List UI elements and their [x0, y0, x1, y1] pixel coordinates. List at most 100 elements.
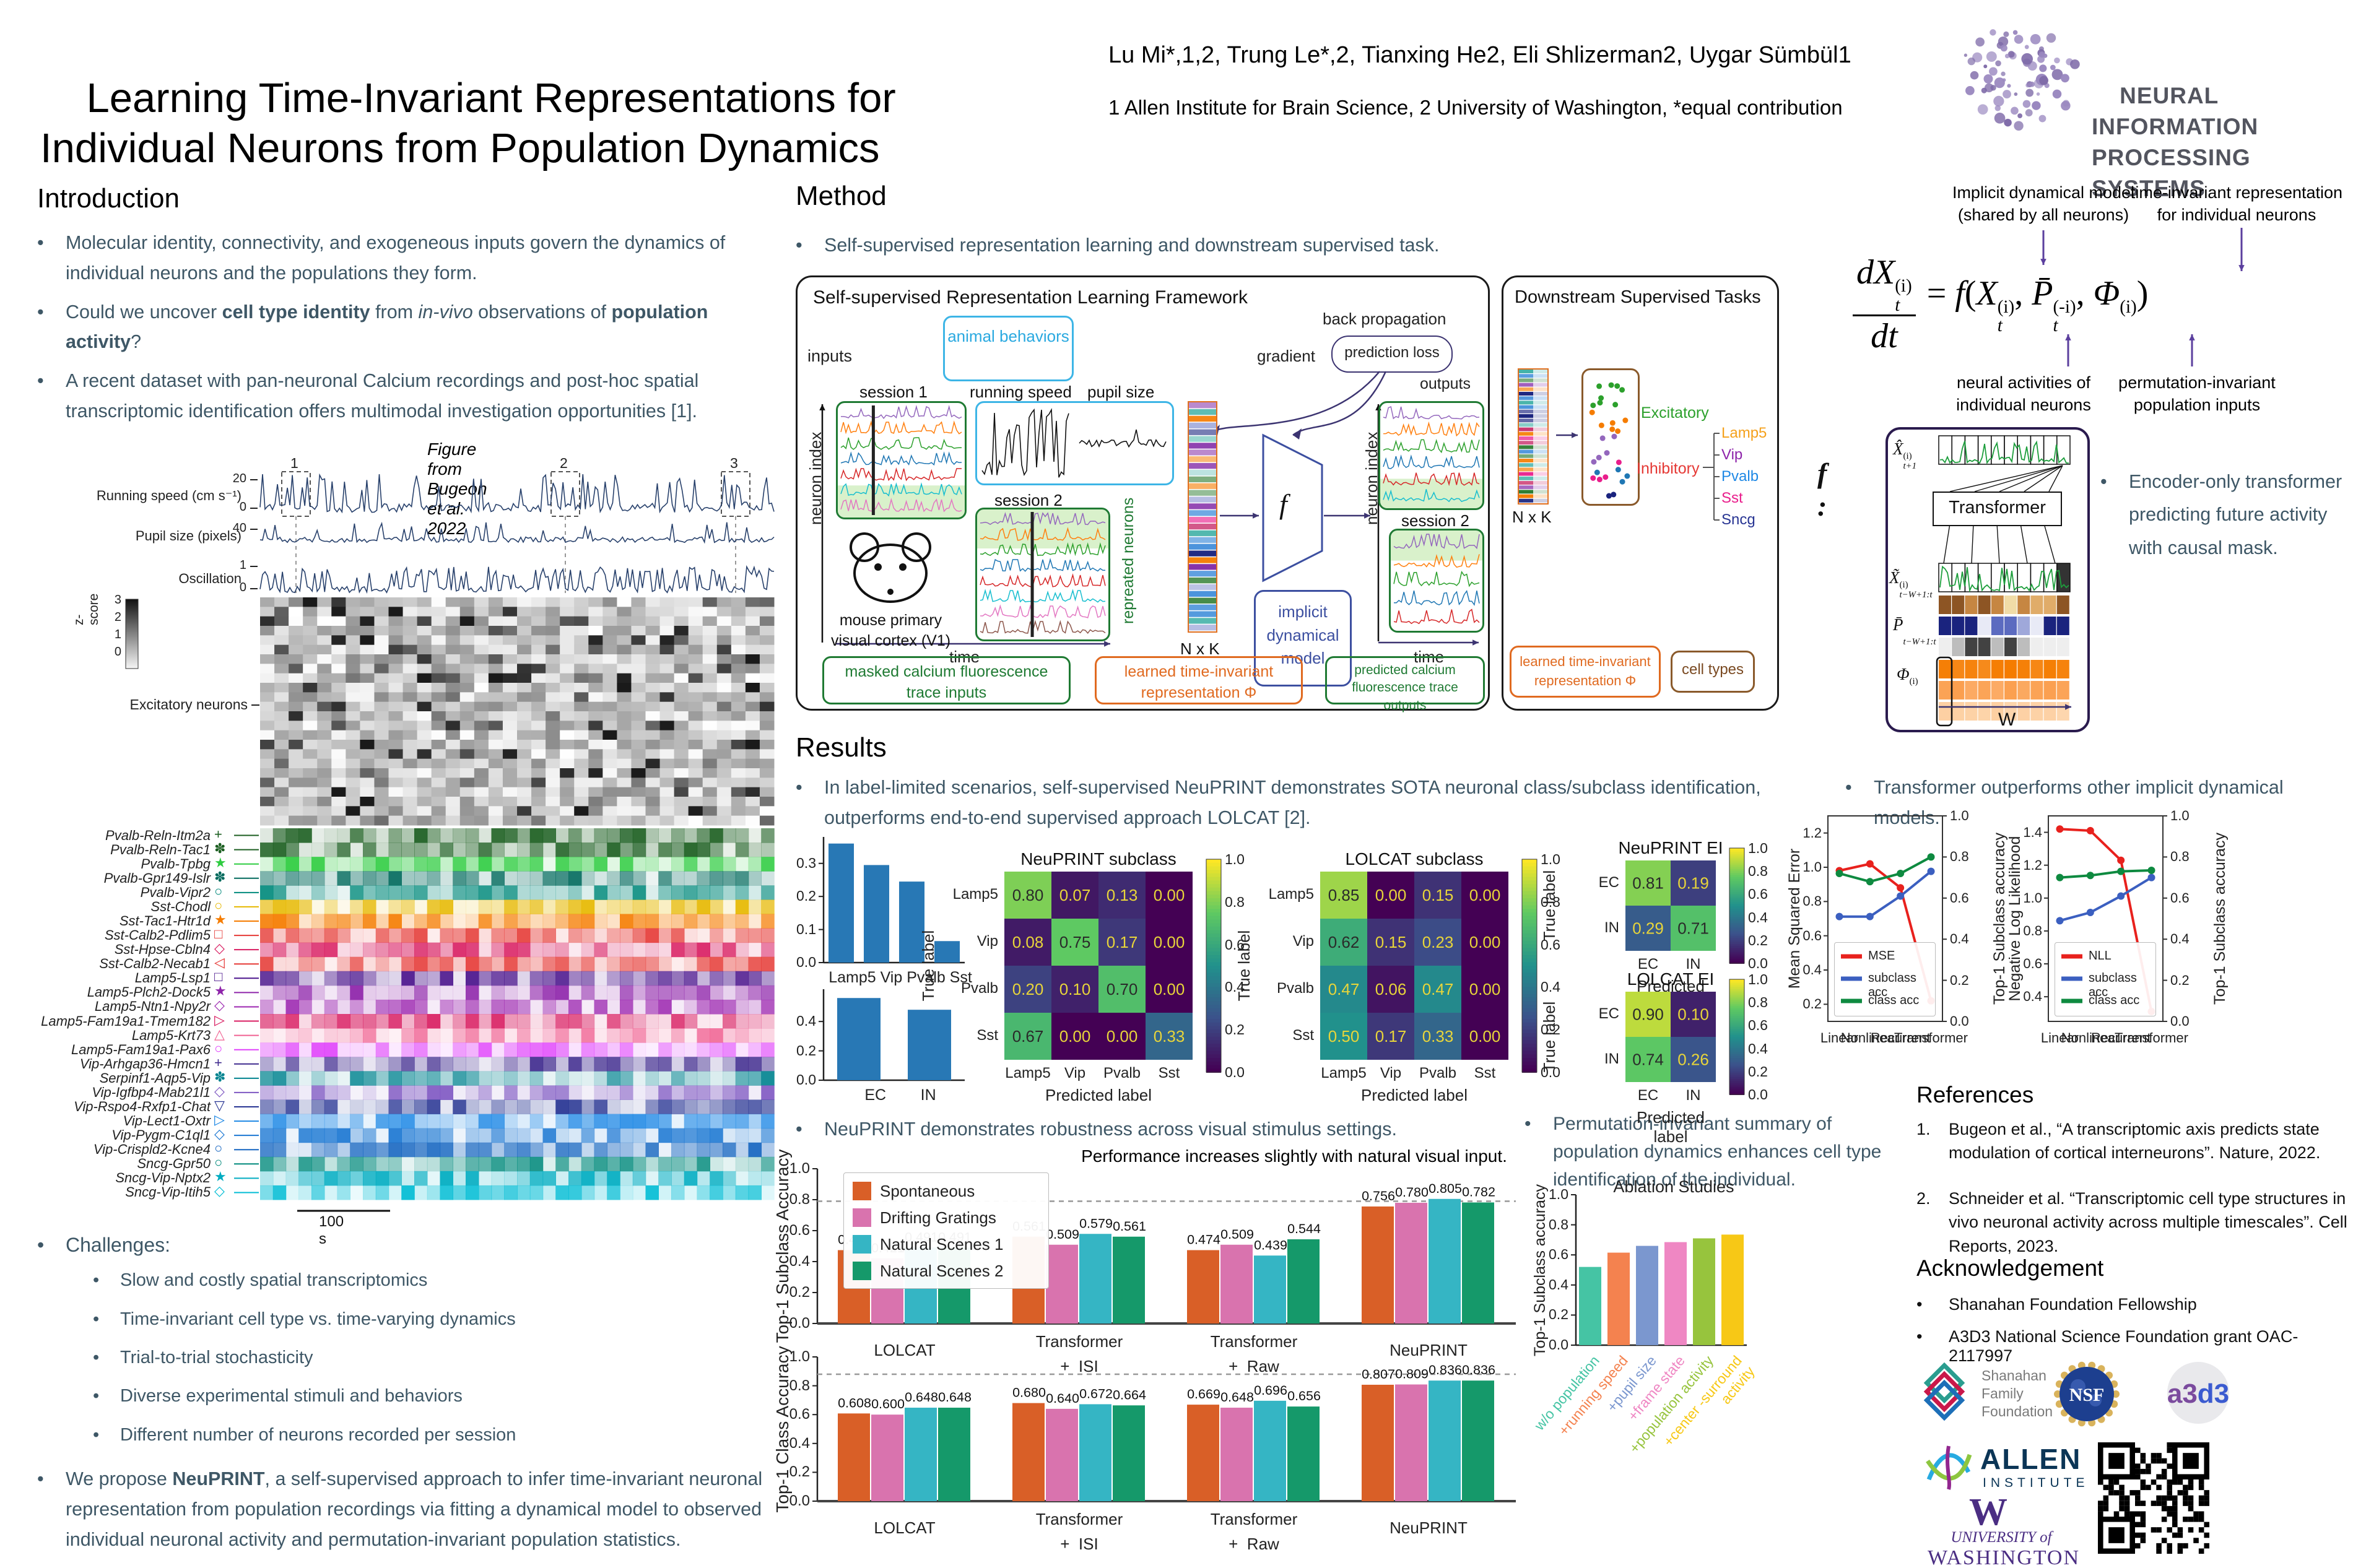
svg-text:0.00: 0.00 — [1469, 933, 1501, 951]
equation-part: X (i) t — [1977, 274, 2015, 336]
embedding-scatter-box — [1581, 368, 1640, 506]
equation-part — [2120, 316, 2136, 336]
neuprint_subclass-collabel: Sst — [1158, 1065, 1180, 1081]
text-segment: NeuPRINT — [172, 1468, 265, 1490]
subclass_accuracy-grouplabel: + ISI — [1060, 1357, 1098, 1375]
results-bullet4: • Permutation-invariant summary of popula… — [1524, 1110, 1921, 1200]
gene-label: Sst-Calb2-Necab1 — [99, 956, 211, 972]
bullet-text: Trial-to-trial stochasticity — [120, 1343, 743, 1372]
mse_models-xlabel: Transformer — [1894, 1030, 1968, 1046]
gene-marker-icon: ★ — [214, 1169, 227, 1185]
ei_fraction-ytick: 0.2 — [796, 1042, 816, 1059]
svg-text:0.75: 0.75 — [1059, 933, 1091, 951]
neuprint_subclass-cbtick: 0.0 — [1225, 1064, 1245, 1080]
transformer-box-panel: X̂ (i) t+1 Transformer X̃ (i) t−W+1:t P̄ t−W+1:… — [1885, 427, 2090, 732]
subclass_accuracy-grouplabel: Transformer — [1035, 1332, 1123, 1351]
f-colon-label: f : — [1817, 457, 1834, 522]
neurips-dot-swarm — [1964, 29, 2080, 131]
gene-marker-icon: ◇ — [214, 997, 225, 1013]
lolcat_subclass-collabel: Vip — [1380, 1065, 1402, 1081]
gene-label: Pvalb-Tpbg — [141, 855, 211, 872]
behavior-trace — [259, 521, 775, 544]
f-trapezoid — [1262, 433, 1323, 583]
lolcat_ei-xlabel: Predicted label — [1637, 1108, 1710, 1146]
math-part: t+1 — [1903, 461, 1917, 471]
uw-w-logo: W — [1969, 1491, 2007, 1533]
neuprint_subclass-matrix: 0.80 0.07 0.13 0.00 0.08 0.75 0.17 0.00 0.20 0.10… — [1004, 872, 1193, 1060]
gradient-label: gradient — [1257, 347, 1315, 365]
lolcat_subclass-cbtick: 0.0 — [1541, 1064, 1560, 1080]
subclass_accuracy-ytick: 0.4 — [789, 1253, 810, 1270]
bullet-item: • Molecular identity, connectivity, and e… — [37, 228, 777, 288]
lolcat_subclass-ylabel: True label — [1235, 930, 1253, 1002]
svg-text:0.805: 0.805 — [1429, 1181, 1462, 1196]
svg-text:0.00: 0.00 — [1154, 886, 1185, 904]
trace-marker-label: 1 — [290, 455, 298, 471]
mse_models-rtick: 0.2 — [1950, 972, 1969, 988]
class_accuracy-ylabel: Top-1 Class Accuracy — [773, 1345, 792, 1513]
math-part: (i) t−W+1:t — [1900, 581, 1933, 600]
ablation-ytick: 0.6 — [1549, 1246, 1568, 1263]
behavior-traces-box — [975, 401, 1174, 485]
output-session2-box — [1389, 529, 1484, 633]
subclass_accuracy-grouplabel: + Raw — [1229, 1357, 1279, 1375]
equation-arrows — [2040, 228, 2245, 366]
gene-label: Lamp5-Ntn1-Npy2r — [94, 998, 211, 1015]
lolcat_ei-rowlabel: EC — [1598, 1005, 1619, 1022]
bullet-text: Self-supervised representation learning … — [824, 230, 1824, 261]
equation-part: (-i) t — [2053, 298, 2076, 336]
lolcat_ei-cbtick: 0.0 — [1748, 1086, 1768, 1102]
neuprint_subclass-collabel: Vip — [1064, 1065, 1086, 1081]
svg-text:0.81: 0.81 — [1632, 874, 1664, 893]
input-trace-row-svg — [1938, 563, 2071, 593]
gene-marker-icon: ▷ — [214, 1011, 225, 1028]
fan-lines — [1943, 465, 2063, 564]
dynamics-equation-formula: dX (i) t dt = f(X (i) t, P̄ (-i) t, Φ (i) ) — [1853, 253, 2342, 356]
population-heat-rows — [1939, 596, 2069, 656]
nll_models-rtick: 0.0 — [2170, 1013, 2190, 1029]
trace-tick: 0 — [239, 581, 246, 594]
gene-marker-icon: ✽ — [214, 840, 226, 856]
equation-part: t — [1997, 316, 2003, 336]
nll_models-rtick: 0.8 — [2170, 849, 2190, 865]
results-bullet3: • NeuPRINT demonstrates robustness across… — [796, 1114, 1824, 1151]
shanahan-logo-text: Shanahan Family Foundation — [1981, 1367, 2053, 1419]
text-segment: population activity — [66, 301, 708, 353]
legend-label: Drifting Gratings — [880, 1208, 996, 1227]
svg-text:0.80: 0.80 — [1012, 886, 1044, 904]
equation-part: f — [1955, 274, 1965, 313]
equation-part: (-i) — [2053, 297, 2076, 317]
equation-part: P̄ — [2032, 274, 2053, 313]
gene-marker-icon: ○ — [214, 897, 223, 913]
prediction-loss-label: prediction loss — [1344, 344, 1440, 361]
svg-text:0.780: 0.780 — [1395, 1185, 1429, 1200]
behavior-traces — [981, 408, 1167, 478]
lolcat_ei-cbtick: 1.0 — [1748, 971, 1768, 987]
predicted-trace-row — [1938, 435, 2071, 465]
lolcat_subclass-rowlabel: Lamp5 — [1268, 886, 1314, 903]
lolcat_ei-colorbar — [1729, 979, 1745, 1095]
svg-text:0.74: 0.74 — [1632, 1050, 1664, 1069]
neuprint_subclass-cbtick: 0.8 — [1225, 893, 1245, 910]
nll_models-rightlabel: Top-1 Subclass accuracy — [2211, 833, 2229, 1005]
authors: Lu Mi*,1,2, Trung Le*,2, Tianxing He2, E… — [1108, 42, 1851, 68]
equation-part: dX — [1856, 253, 1895, 292]
gene-label: Sst-Calb2-Pdlim5 — [104, 927, 211, 943]
nll_models-legend-row: class acc — [2061, 994, 2154, 1012]
nll_models-legend-label: subclass acc — [2089, 971, 2141, 999]
allen-institute-text: INSTITUTE — [1983, 1476, 2089, 1490]
ablation-ytick: 0.4 — [1549, 1276, 1568, 1293]
svg-text:0.836: 0.836 — [1429, 1362, 1462, 1377]
uw-university-text: UNIVERSITY of — [1951, 1529, 2052, 1546]
w-arrow — [1939, 704, 2071, 710]
svg-text:0.06: 0.06 — [1375, 980, 1407, 998]
svg-text:0.648: 0.648 — [1220, 1390, 1254, 1405]
bullet-glyph: • — [93, 1347, 100, 1367]
bullet-item: • In label-limited scenarios, self-superv… — [796, 773, 1836, 833]
cell-types-label: cell types — [1681, 661, 1744, 678]
text-segment: Could we uncover — [66, 301, 222, 323]
text-segment: NeuPRINT demonstrates robustness across … — [824, 1119, 1397, 1140]
nxk-strip — [1188, 401, 1217, 633]
inhibitory-label: Inhibitory — [1637, 460, 1700, 477]
mse_models-xlabel: Recurrent — [1870, 1030, 1931, 1046]
